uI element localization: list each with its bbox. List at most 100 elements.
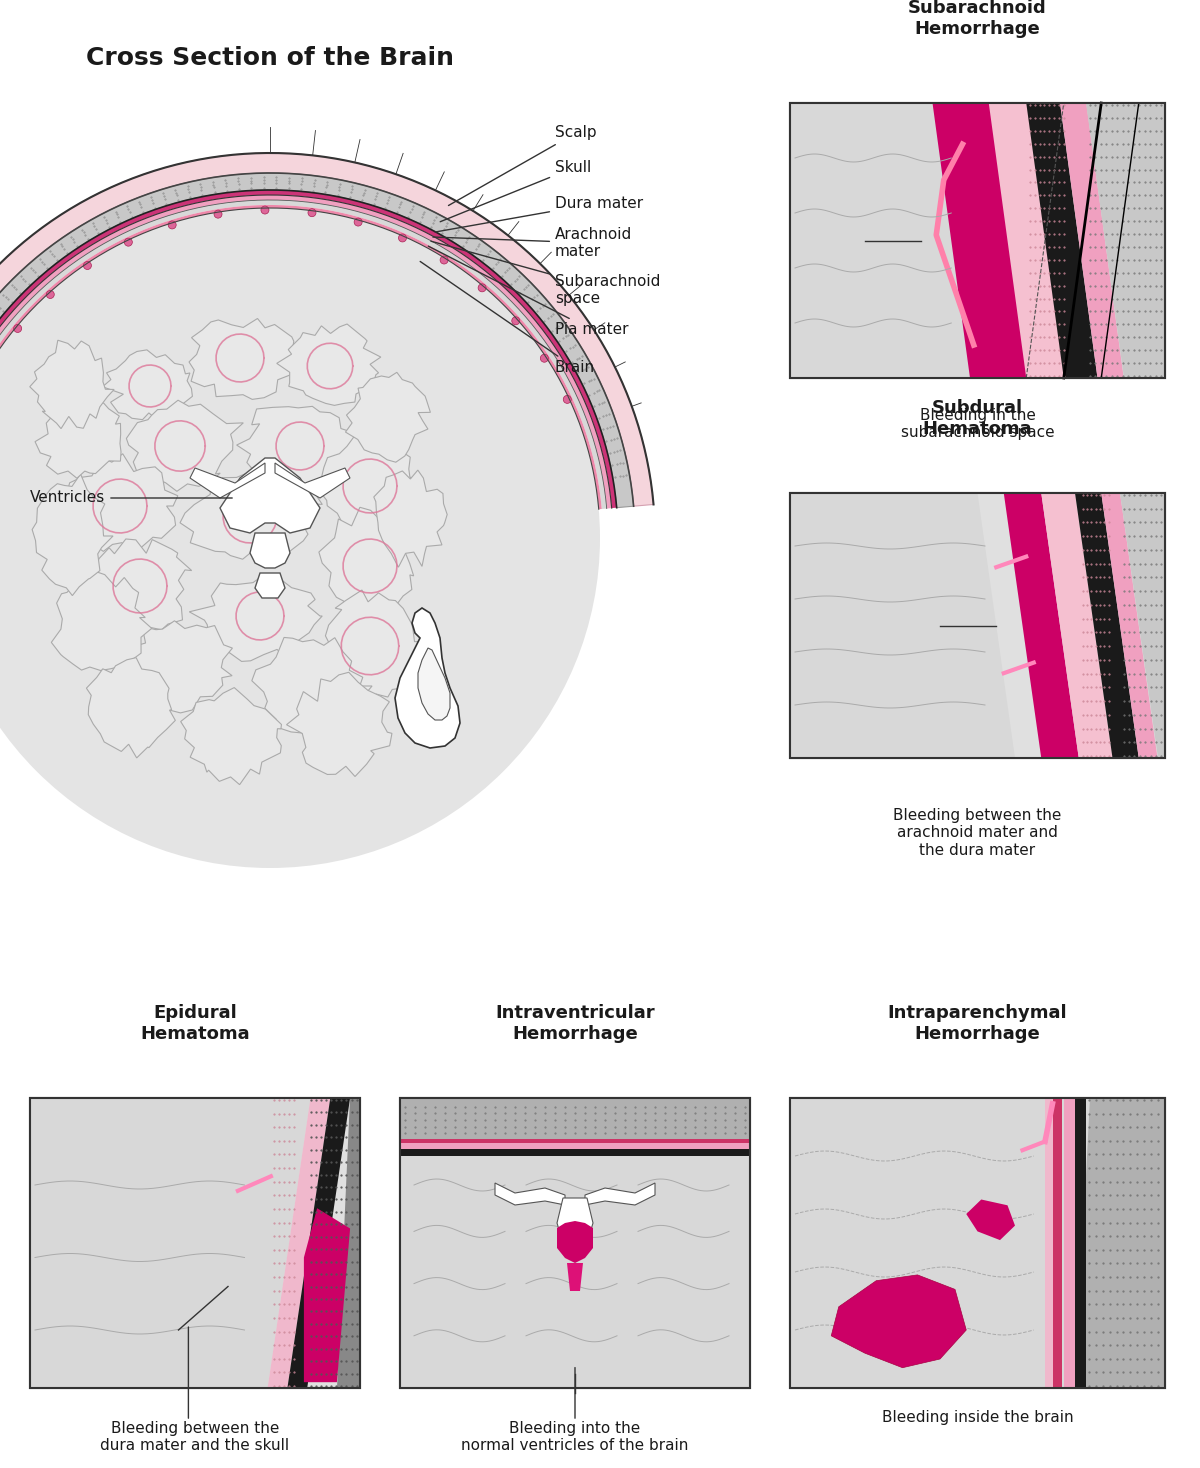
Polygon shape — [932, 103, 1030, 377]
Circle shape — [398, 233, 407, 242]
Polygon shape — [318, 436, 419, 545]
Polygon shape — [124, 621, 233, 713]
Polygon shape — [395, 608, 460, 749]
Polygon shape — [989, 103, 1068, 377]
Text: Subdural
Hematoma: Subdural Hematoma — [923, 399, 1032, 437]
Circle shape — [354, 219, 362, 226]
Polygon shape — [790, 493, 1022, 757]
Polygon shape — [84, 539, 192, 631]
Text: Cross Section of the Brain: Cross Section of the Brain — [86, 46, 454, 70]
Circle shape — [168, 220, 176, 229]
Polygon shape — [58, 454, 178, 556]
Text: Brain: Brain — [420, 261, 595, 376]
Polygon shape — [1102, 493, 1158, 757]
Bar — [790, 1098, 1165, 1389]
Bar — [400, 1098, 750, 1389]
Polygon shape — [190, 574, 323, 662]
Polygon shape — [1045, 1098, 1052, 1389]
Bar — [790, 1098, 1165, 1389]
Polygon shape — [586, 1183, 655, 1205]
Polygon shape — [400, 1139, 750, 1144]
Polygon shape — [190, 462, 265, 498]
Polygon shape — [1120, 493, 1165, 757]
Bar — [790, 493, 1165, 757]
Circle shape — [478, 283, 486, 292]
Bar — [790, 493, 1165, 757]
Circle shape — [13, 324, 22, 332]
Circle shape — [563, 395, 571, 404]
Bar — [790, 103, 1165, 377]
Polygon shape — [832, 1274, 966, 1368]
Text: Subarachnoid
space: Subarachnoid space — [431, 241, 660, 307]
Polygon shape — [346, 373, 431, 462]
Polygon shape — [790, 103, 978, 377]
Polygon shape — [400, 1149, 750, 1155]
Bar — [30, 1098, 360, 1389]
Bar — [30, 1098, 360, 1389]
Polygon shape — [978, 493, 1045, 757]
Polygon shape — [1075, 1098, 1086, 1389]
Polygon shape — [256, 573, 286, 597]
Circle shape — [308, 208, 316, 217]
Text: Bleeding between the
dura mater and the skull: Bleeding between the dura mater and the … — [101, 1421, 289, 1453]
Polygon shape — [400, 1098, 750, 1155]
Bar — [400, 1098, 750, 1389]
Bar — [790, 1098, 1165, 1389]
Polygon shape — [0, 195, 612, 508]
Polygon shape — [250, 533, 290, 568]
Polygon shape — [30, 341, 114, 429]
Polygon shape — [287, 672, 392, 777]
Polygon shape — [496, 1183, 565, 1205]
Text: Pia mater: Pia mater — [428, 247, 629, 338]
Circle shape — [84, 261, 91, 270]
Circle shape — [260, 206, 269, 214]
Polygon shape — [190, 319, 299, 399]
Polygon shape — [400, 1144, 750, 1149]
Polygon shape — [1060, 103, 1123, 377]
Polygon shape — [304, 1208, 350, 1383]
Circle shape — [511, 317, 520, 324]
Polygon shape — [181, 687, 282, 785]
Polygon shape — [557, 1221, 593, 1262]
Polygon shape — [86, 658, 175, 757]
Bar — [790, 103, 1165, 377]
Polygon shape — [1063, 1098, 1075, 1389]
Polygon shape — [323, 590, 421, 700]
Polygon shape — [337, 1098, 360, 1389]
Polygon shape — [1026, 103, 1098, 377]
Text: Bleeding between the
arachnoid mater and
the dura mater: Bleeding between the arachnoid mater and… — [893, 807, 1062, 857]
Text: Ventricles: Ventricles — [30, 490, 233, 505]
Circle shape — [540, 354, 548, 363]
Polygon shape — [418, 647, 450, 719]
Text: Intraventricular
Hemorrhage: Intraventricular Hemorrhage — [496, 1004, 655, 1042]
Polygon shape — [373, 470, 448, 567]
Text: Subarachnoid
Hemorrhage: Subarachnoid Hemorrhage — [908, 0, 1046, 38]
Circle shape — [440, 255, 448, 264]
Polygon shape — [1075, 1098, 1165, 1389]
Polygon shape — [268, 1098, 330, 1389]
Polygon shape — [0, 200, 607, 509]
Polygon shape — [30, 1098, 311, 1389]
Polygon shape — [277, 324, 380, 405]
Polygon shape — [557, 1198, 593, 1251]
Bar — [400, 1098, 750, 1389]
Text: Bleeding inside the brain: Bleeding inside the brain — [882, 1409, 1073, 1425]
Polygon shape — [288, 1098, 350, 1389]
Circle shape — [47, 291, 54, 298]
Polygon shape — [1052, 1098, 1062, 1389]
Polygon shape — [0, 189, 617, 508]
Polygon shape — [52, 571, 151, 671]
Polygon shape — [220, 458, 320, 533]
Text: Dura mater: Dura mater — [436, 195, 643, 232]
Text: Arachnoid
mater: Arachnoid mater — [433, 226, 632, 260]
Polygon shape — [0, 173, 634, 508]
Polygon shape — [1003, 493, 1079, 757]
Polygon shape — [568, 1262, 583, 1290]
Text: Epidural
Hematoma: Epidural Hematoma — [140, 1004, 250, 1042]
Circle shape — [125, 238, 132, 247]
Polygon shape — [236, 407, 358, 490]
Polygon shape — [102, 349, 192, 423]
Polygon shape — [35, 395, 121, 479]
Circle shape — [0, 208, 600, 868]
Text: Bleeding in the
subarachnoid space: Bleeding in the subarachnoid space — [901, 408, 1055, 440]
